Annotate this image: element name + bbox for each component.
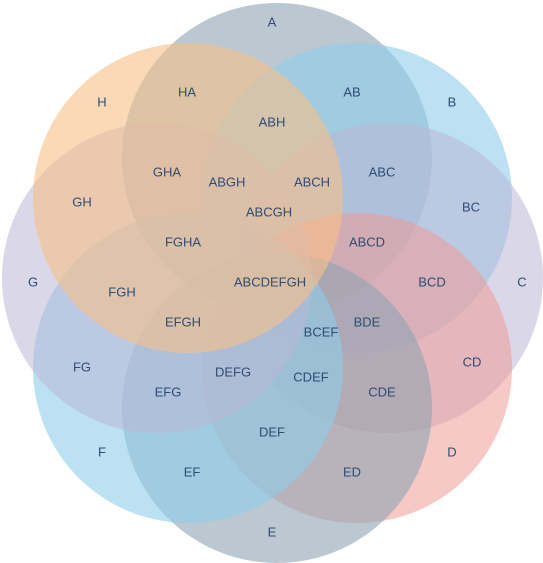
label-bde: BDE — [354, 314, 381, 329]
label-c: C — [517, 274, 526, 289]
label-cde: CDE — [368, 384, 396, 399]
label-abcdefgh: ABCDEFGH — [234, 274, 306, 289]
label-abcd: ABCD — [349, 234, 385, 249]
label-efgh: EFGH — [165, 314, 201, 329]
label-cd: CD — [463, 354, 482, 369]
label-abh: ABH — [259, 114, 286, 129]
label-ef: EF — [184, 464, 201, 479]
label-efg: EFG — [155, 384, 182, 399]
label-bc: BC — [462, 199, 480, 214]
label-def: DEF — [259, 424, 285, 439]
set-circles — [2, 3, 543, 563]
label-cdef: CDEF — [293, 369, 328, 384]
label-abch: ABCH — [294, 174, 330, 189]
label-b: B — [448, 94, 457, 109]
region-labels: A B C D E F G H HA AB ABH GHA ABGH ABCH … — [28, 14, 527, 539]
label-gha: GHA — [153, 164, 182, 179]
label-fgha: FGHA — [165, 234, 201, 249]
label-h: H — [97, 94, 106, 109]
label-defg: DEFG — [215, 364, 251, 379]
set-h-circle — [33, 43, 343, 353]
label-ed: ED — [343, 464, 361, 479]
label-gh: GH — [72, 194, 92, 209]
label-d: D — [447, 444, 456, 459]
label-bcef: BCEF — [304, 324, 339, 339]
label-g: G — [28, 274, 38, 289]
label-f: F — [98, 444, 106, 459]
label-abc: ABC — [369, 164, 396, 179]
label-bcd: BCD — [418, 274, 445, 289]
label-a: A — [268, 14, 277, 29]
label-ha: HA — [178, 84, 196, 99]
label-fgh: FGH — [108, 284, 135, 299]
label-e: E — [268, 524, 277, 539]
label-abgh: ABGH — [209, 174, 246, 189]
label-ab: AB — [343, 84, 360, 99]
label-abcgh: ABCGH — [246, 204, 292, 219]
label-fg: FG — [73, 359, 91, 374]
